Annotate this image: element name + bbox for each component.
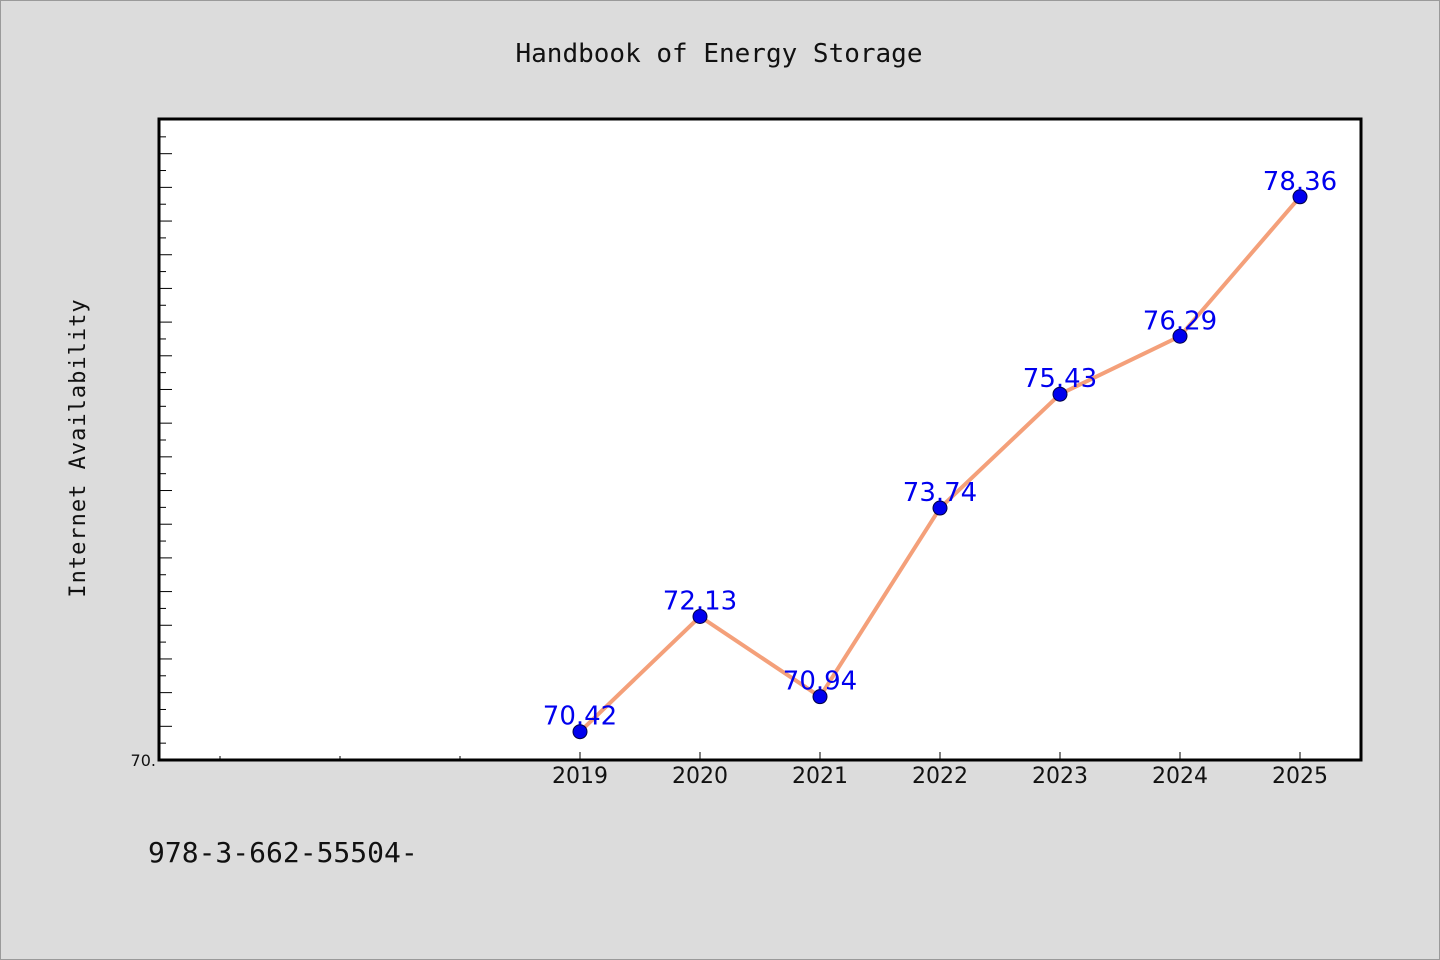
data-label: 75.43	[1023, 364, 1097, 394]
x-tick-label: 2020	[672, 764, 728, 789]
x-tick-label: 2022	[912, 764, 968, 789]
data-label: 76.29	[1143, 306, 1217, 336]
data-label-group: 70.42 72.13 70.94 73.74 75.43 76.29 78.36	[543, 167, 1337, 732]
data-label: 70.94	[783, 667, 857, 697]
data-label: 70.42	[543, 702, 617, 732]
chart-title: Handbook of Energy Storage	[516, 39, 923, 69]
data-label: 72.13	[663, 587, 737, 617]
data-point	[692, 609, 708, 625]
data-point	[812, 689, 828, 705]
data-label: 73.74	[903, 478, 977, 508]
x-tick-label: 2019	[552, 764, 608, 789]
data-point	[932, 500, 948, 516]
plot-area	[157, 117, 1363, 762]
y-axis-minor-ticks	[160, 136, 172, 744]
x-tick-label: 2025	[1272, 764, 1328, 789]
x-tick-label: 2023	[1032, 764, 1088, 789]
data-point	[1052, 386, 1068, 402]
y-tick-label: 70.	[131, 751, 156, 770]
data-point	[1292, 189, 1308, 205]
data-point	[1172, 328, 1188, 344]
marker-group	[572, 189, 1308, 740]
x-tick-labels: 2019 2020 2021 2022 2023 2024 2025	[552, 752, 1328, 789]
footer-text: 978-3-662-55504-	[148, 836, 418, 869]
x-tick-label: 2021	[792, 764, 848, 789]
data-point	[572, 724, 588, 740]
x-axis-minor-ticks	[219, 756, 461, 760]
data-label: 78.36	[1263, 167, 1337, 197]
y-axis-label: Internet Availability	[66, 298, 91, 597]
x-tick-label: 2024	[1152, 764, 1208, 789]
